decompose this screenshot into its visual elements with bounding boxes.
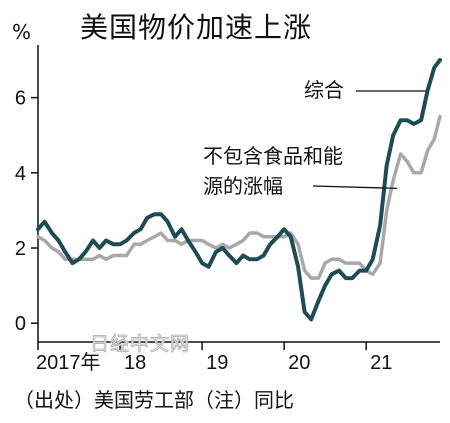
series-label-headline: 综合	[304, 78, 344, 102]
x-tick-label: 2017年	[36, 351, 101, 374]
chart-title: 美国物价加速上涨	[80, 11, 313, 44]
series-label-core-line1: 不包含食品和能	[203, 144, 343, 168]
y-tick-label: 2	[15, 238, 26, 260]
x-tick-label: 21	[370, 352, 392, 374]
series-label-core-line2: 源的涨幅	[203, 174, 283, 198]
x-tick-label: 18	[124, 352, 146, 374]
y-tick-label: 0	[15, 313, 26, 335]
series-group	[36, 58, 442, 322]
y-tick-label: 4	[15, 163, 26, 185]
x-tick-label: 19	[206, 352, 228, 374]
y-tick-label: 6	[15, 88, 26, 110]
series-line-core	[36, 114, 442, 280]
leader-line-core	[312, 185, 398, 189]
y-axis-unit: %	[12, 20, 32, 44]
axes: 0 2 4 6 2017年 18 19 20 21	[15, 45, 440, 374]
series-line-headline	[36, 58, 442, 322]
x-tick-label: 20	[288, 352, 310, 374]
source-note: （出处）美国劳工部（注）同比	[14, 388, 294, 412]
watermark: 日经中文网	[90, 333, 190, 355]
